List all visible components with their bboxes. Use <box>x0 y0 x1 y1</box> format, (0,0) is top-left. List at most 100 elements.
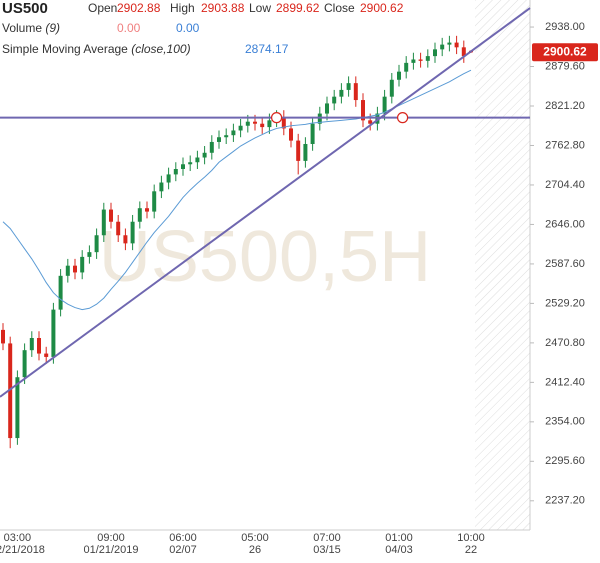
candle-body <box>389 79 394 97</box>
open-label: Open <box>88 1 117 15</box>
candle-body <box>130 221 135 244</box>
candle-body <box>303 143 308 161</box>
candle-body <box>44 353 49 357</box>
x-tick-label: 03:00 <box>4 532 32 544</box>
candle-body <box>418 59 423 61</box>
candle-body <box>245 121 250 126</box>
candle-body <box>375 113 380 124</box>
candle-body <box>353 83 358 101</box>
price-tag-label: 2900.62 <box>543 44 587 58</box>
candle-body <box>173 169 178 175</box>
y-tick-label: 2704.40 <box>545 179 585 191</box>
candle-body <box>433 49 437 57</box>
watermark: US500,5H <box>99 217 431 297</box>
x-tick-label: 07:00 <box>313 532 341 544</box>
x-tick-label: 01:00 <box>385 532 413 544</box>
symbol: US500 <box>2 0 48 17</box>
y-tick-label: 2295.60 <box>545 455 585 467</box>
candle-body <box>346 83 351 90</box>
candle-body <box>101 209 106 236</box>
candle-body <box>425 56 430 61</box>
y-tick-label: 2938.00 <box>545 21 585 33</box>
alert-marker <box>271 112 283 124</box>
alert-marker <box>397 112 409 124</box>
volume-params: (9) <box>45 21 60 35</box>
candle-body <box>109 209 113 222</box>
candle-body <box>51 309 56 357</box>
candle-body <box>166 174 171 183</box>
sma-label: Simple Moving Average (close,100) <box>2 42 191 56</box>
candle-body <box>217 137 221 142</box>
candle-body <box>22 350 27 378</box>
candle-body <box>361 100 365 121</box>
candle-body <box>447 42 452 45</box>
candle-body <box>15 377 20 439</box>
volume-name: Volume <box>2 21 42 35</box>
candle-body <box>253 121 257 124</box>
y-tick-label: 2821.20 <box>545 100 585 112</box>
candle-body <box>188 162 193 165</box>
candle-body <box>80 256 85 273</box>
candle-body <box>260 123 265 128</box>
candle-body <box>195 157 200 163</box>
x-tick-label: 06:00 <box>169 532 197 544</box>
candle-body <box>281 116 286 129</box>
high-label: High <box>170 1 195 15</box>
candle-body <box>202 152 207 158</box>
close-value: 2900.62 <box>360 1 404 15</box>
candle-body <box>317 113 322 124</box>
candle-body <box>310 123 315 144</box>
candle-body <box>1 329 5 344</box>
sma-params: (close,100) <box>131 42 190 56</box>
x-tick-label: 26 <box>249 544 261 556</box>
x-tick-label: 22 <box>465 544 477 556</box>
candle-body <box>159 182 164 192</box>
sma-value: 2874.17 <box>245 42 289 56</box>
candle-body <box>404 62 409 72</box>
x-tick-label: 01/21/2019 <box>83 544 138 556</box>
candle-body <box>325 103 329 114</box>
close-label: Close <box>324 1 355 15</box>
high-value: 2903.88 <box>201 1 245 15</box>
open-value: 2902.88 <box>117 1 161 15</box>
candle-body <box>238 125 243 131</box>
x-tick-label: 09:00 <box>97 532 125 544</box>
x-tick-label: 03/15 <box>313 544 341 556</box>
candle-body <box>181 164 185 170</box>
candle-body <box>461 47 466 57</box>
candle-body <box>382 96 387 114</box>
y-tick-label: 2762.80 <box>545 139 585 151</box>
y-tick-label: 2237.20 <box>545 495 585 507</box>
y-tick-label: 2470.80 <box>545 337 585 349</box>
candle-body <box>289 128 293 141</box>
sma-name: Simple Moving Average <box>2 42 128 56</box>
low-value: 2899.62 <box>276 1 320 15</box>
x-tick-label: 05:00 <box>241 532 269 544</box>
low-label: Low <box>249 1 271 15</box>
y-tick-label: 2646.00 <box>545 218 585 230</box>
candle-body <box>73 265 77 273</box>
price-tag <box>532 43 598 62</box>
candle-body <box>411 59 416 63</box>
candle-body <box>116 221 121 236</box>
volume-label: Volume (9) <box>2 21 60 35</box>
y-tick-label: 2587.60 <box>545 258 585 270</box>
candle-body <box>94 235 99 253</box>
overlay: 2900.62 <box>0 7 598 398</box>
future-area <box>475 0 530 530</box>
x-tick-label: 12/21/2018 <box>0 544 45 556</box>
plot <box>1 35 473 449</box>
candle-body <box>440 44 445 50</box>
candle-body <box>224 135 229 138</box>
candle-body <box>123 235 128 244</box>
x-tick-label: 02/07 <box>169 544 197 556</box>
y-tick-label: 2412.40 <box>545 376 585 388</box>
candle-body <box>137 208 142 222</box>
candle-body <box>267 120 272 128</box>
y-tick-label: 2529.20 <box>545 297 585 309</box>
candle-body <box>332 96 337 104</box>
candle-body <box>339 89 344 97</box>
candle-body <box>209 141 214 153</box>
candle-body <box>296 140 301 161</box>
y-tick-label: 2879.60 <box>545 60 585 72</box>
